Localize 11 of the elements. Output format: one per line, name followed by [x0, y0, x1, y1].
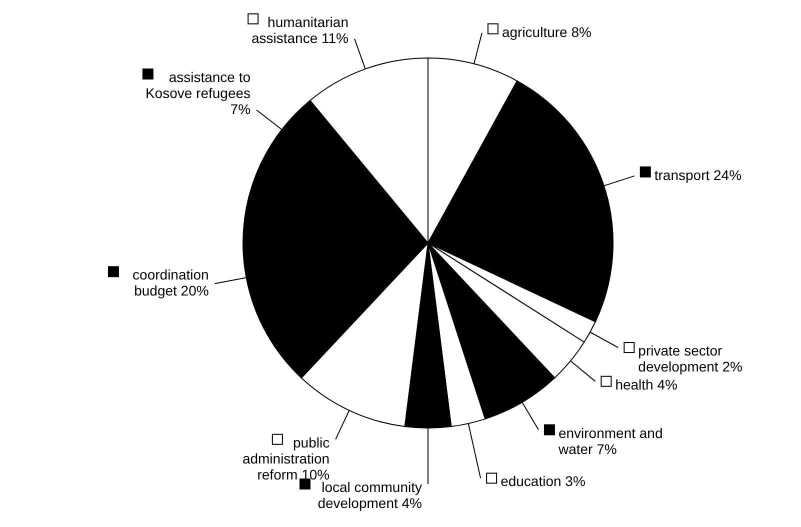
legend-label: health 4% — [615, 376, 678, 392]
legend-label: environment and water 7% — [557, 424, 663, 456]
legend-label: coordination budget 20% — [132, 266, 209, 298]
legend-label: private sector development 2% — [638, 342, 742, 374]
data-label: 7% — [230, 100, 251, 117]
legend-label: local community development 4% — [318, 478, 422, 511]
legend-label: agriculture 8% — [502, 24, 592, 40]
legend-label: transport 24% — [654, 166, 742, 183]
legend-label: assistance to Kosove refugees — [145, 68, 251, 101]
legend-label: education 3% — [500, 472, 586, 489]
legend-label: humanitarian assistance 11% — [251, 14, 348, 46]
